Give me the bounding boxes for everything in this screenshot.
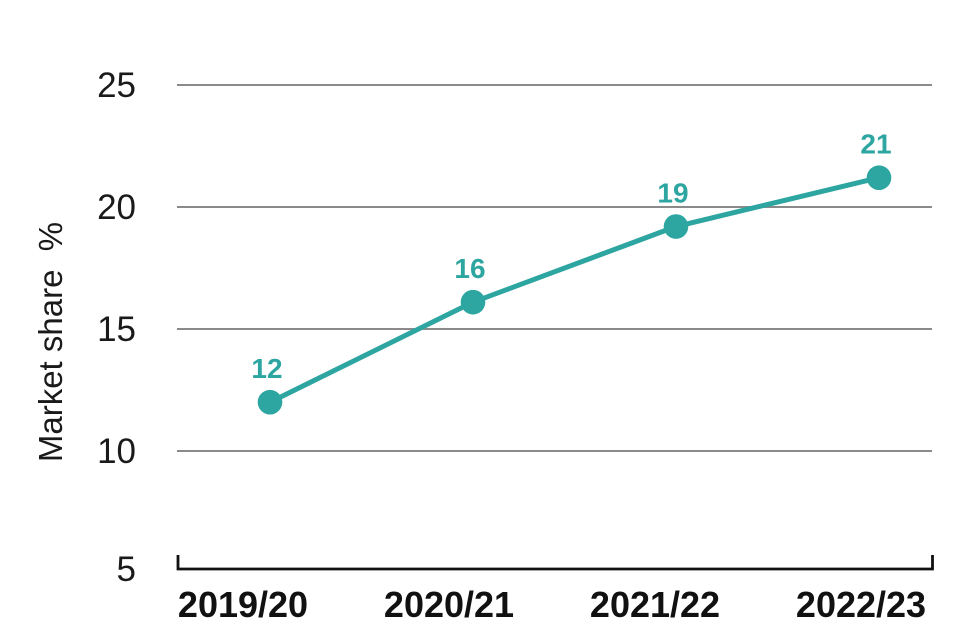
data-point-marker [257,389,283,415]
data-point-marker [663,214,689,239]
x-tick-label: 2022/23 [796,584,926,625]
x-tick-label: 2021/22 [590,584,720,625]
series-line [267,175,882,405]
data-point-marker [460,289,486,315]
x-axis-line [176,555,934,571]
y-tick-label: 15 [97,310,136,349]
y-axis-title: Market share % [32,222,69,462]
data-point-label: 16 [454,253,485,284]
x-tick-label: 2019/20 [178,584,308,625]
data-point-label: 12 [251,353,282,384]
y-tick-label: 25 [97,66,136,105]
x-tick-label: 2020/21 [384,584,514,625]
data-point-label: 19 [657,178,688,209]
data-point-label: 21 [860,129,891,160]
y-tick-label: 5 [117,550,136,589]
data-point-marker [866,165,892,191]
y-tick-label: 10 [97,432,136,471]
y-tick-label: 20 [97,188,136,227]
